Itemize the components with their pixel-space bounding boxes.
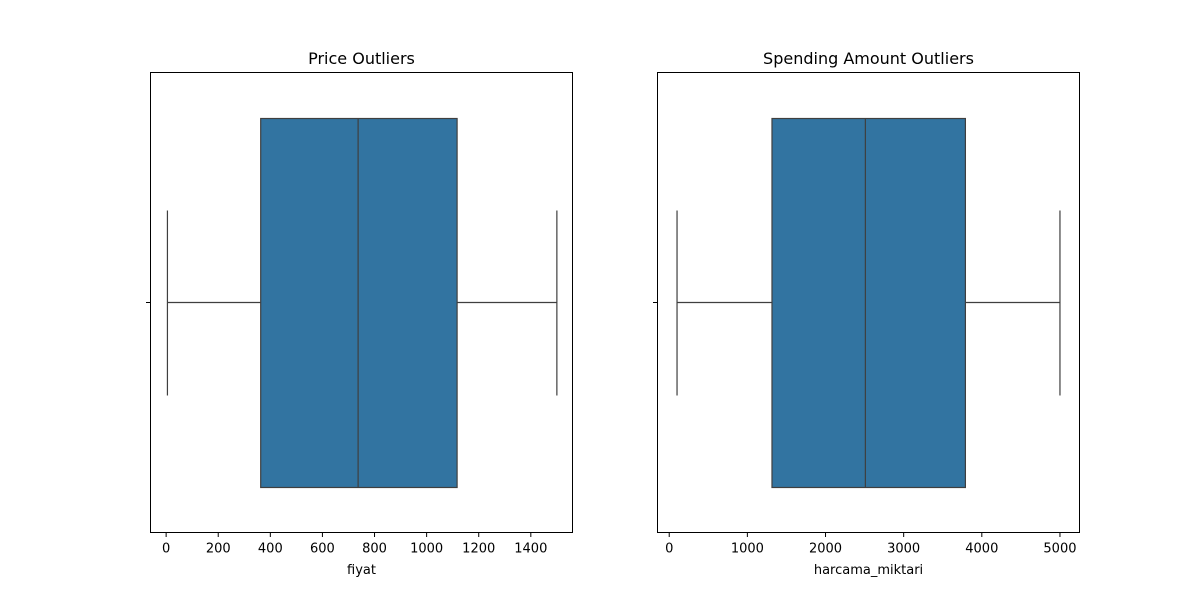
x-tick-label: 400 xyxy=(258,542,283,557)
x-axis-label: harcama_miktari xyxy=(814,563,923,578)
chart-title: Spending Amount Outliers xyxy=(763,49,974,68)
x-tick-label: 800 xyxy=(362,542,387,557)
axes-frame xyxy=(150,72,573,533)
x-axis: 0 1000 2000 3000 4000 5000 xyxy=(653,302,1077,557)
box-plot xyxy=(166,117,558,489)
interquartile-box xyxy=(260,117,458,489)
chart-title: Price Outliers xyxy=(308,49,415,68)
x-tick-label: 1200 xyxy=(462,542,495,557)
x-tick-label: 200 xyxy=(206,542,231,557)
x-tick-label: 1000 xyxy=(731,542,764,557)
x-tick-label: 2000 xyxy=(809,542,842,557)
x-axis-label: fiyat xyxy=(347,563,376,578)
box-plot xyxy=(676,117,1061,489)
x-tick-label: 0 xyxy=(665,542,673,557)
x-tick-label: 4000 xyxy=(965,542,998,557)
x-axis: 0 200 400 600 800 1000 1200 1400 xyxy=(146,302,547,557)
axes-frame xyxy=(657,72,1080,533)
x-tick-label: 3000 xyxy=(887,542,920,557)
x-tick-label: 5000 xyxy=(1043,542,1076,557)
x-tick-label: 0 xyxy=(162,542,170,557)
price-outliers-chart: Price Outliers 0 200 400 600 800 1000 1200 1400… xyxy=(146,49,573,578)
spending-amount-outliers-chart: Spending Amount Outliers 0 1000 2000 3000 40… xyxy=(653,49,1080,578)
x-tick-label: 1400 xyxy=(514,542,547,557)
x-tick-label: 600 xyxy=(310,542,335,557)
x-tick-label: 1000 xyxy=(410,542,443,557)
interquartile-box xyxy=(771,117,967,489)
